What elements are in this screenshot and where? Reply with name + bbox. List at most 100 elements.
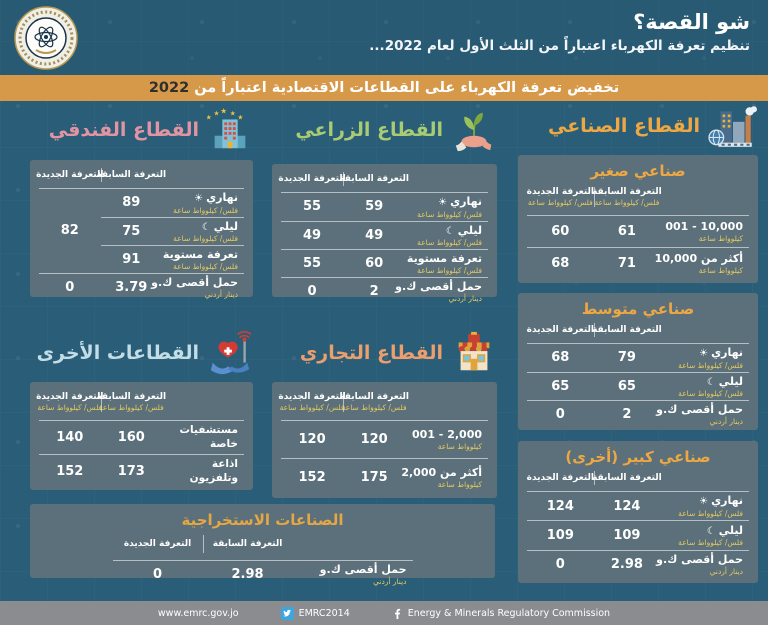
moon-icon: ☾ xyxy=(706,525,716,537)
hotel-section-title: القطاع الفندقي xyxy=(48,119,199,141)
agri-row-load-prev: 2 xyxy=(343,276,406,305)
others-media-new: 152 xyxy=(39,454,101,488)
ind-large-day-prev: 124 xyxy=(593,491,661,520)
commercial-tier2-prev: 175 xyxy=(343,458,406,496)
twitter-icon xyxy=(280,606,294,620)
ind-large-header-prev: التعرفة السابقة xyxy=(592,465,662,491)
hotel-row-load-new: 0 xyxy=(39,272,101,301)
hotel-row-flat-prev: 91 xyxy=(100,245,162,273)
hotel-row-day-label: نهاري☀ فلس/ كيلوواط ساعة xyxy=(162,188,244,217)
ind-med-header-new: التعرفة الجديدة xyxy=(526,325,594,335)
agri-row-load-label: حمل أقصى ك.و دينار أردني xyxy=(395,276,488,305)
ind-small-header-new: التعرفة الجديدة فلس/ كيلوواط ساعة xyxy=(526,187,594,207)
agriculture-icon xyxy=(451,107,497,153)
ind-med-load-prev: 2 xyxy=(593,400,661,428)
agri-row-night-label: ليلي☾ فلس/ كيلوواط ساعة xyxy=(405,220,488,250)
footer: www.emrc.gov.jo EMRC2014 Energy & Minera… xyxy=(0,601,768,625)
header-band: شو القصة؟ تنظيم تعرفة الكهرباء اعتباراً … xyxy=(0,0,768,75)
agri-row-night-new: 49 xyxy=(281,220,344,250)
banner: تخفيض تعرفة الكهرباء على القطاعات الاقتص… xyxy=(0,75,768,101)
hotel-new-span-value: 82 xyxy=(39,188,101,273)
agriculture-section-header: القطاع الزراعي xyxy=(272,104,497,156)
store-icon xyxy=(451,330,497,376)
sun-icon: ☀ xyxy=(194,193,204,204)
industry-icon xyxy=(708,101,758,151)
svg-text:★: ★ xyxy=(207,113,212,121)
ind-small-tier2-label: أكثر من 10,000 كيلوواط ساعة xyxy=(655,247,749,279)
other-sectors-icon xyxy=(207,330,253,376)
ind-med-header-category xyxy=(660,317,749,343)
page-subtitle: تنظيم تعرفة الكهرباء اعتباراً من الثلث ا… xyxy=(369,38,750,54)
ind-large-night-prev: 109 xyxy=(593,520,661,549)
facebook-link[interactable]: Energy & Minerals Regulatory Commission xyxy=(392,608,610,619)
website-link[interactable]: www.emrc.gov.jo xyxy=(157,607,239,619)
ind-large-load-prev: 2.98 xyxy=(593,549,661,579)
hotel-table: التعرفة السابقة التعرفة الجديدة نهاري☀ ف… xyxy=(30,160,253,299)
others-table: التعرفة السابقة فلس/ كيلوواط ساعة التعرفة… xyxy=(30,382,253,490)
agriculture-table: التعرفة السابقة التعرفة الجديدة نهاري☀ ف… xyxy=(272,164,497,303)
ind-small-header-prev: التعرفة السابقة فلس/ كيلوواط ساعة xyxy=(592,179,662,215)
svg-text:★: ★ xyxy=(220,107,227,116)
banner-year: 2022 xyxy=(148,80,190,96)
ind-large-load-label: حمل أقصى ك.و دينار أردني xyxy=(656,549,749,579)
hotel-row-night-prev: 75 xyxy=(100,216,162,246)
commercial-header-new: التعرفة الجديدة فلس/ كيلوواط ساعة xyxy=(278,392,346,412)
industrial-large-title: صناعي كبير (أخرى) xyxy=(565,448,711,466)
others-section-title: القطاعات الأخرى xyxy=(36,342,199,364)
ind-large-header-new: التعرفة الجديدة xyxy=(526,473,594,483)
commercial-tier1-prev: 120 xyxy=(343,420,406,458)
ind-small-tier2-prev: 71 xyxy=(593,247,661,279)
agri-row-flat-label: تعرفة مستوية فلس/ كيلوواط ساعة xyxy=(405,249,488,277)
industrial-small-table: صناعي صغير التعرفة السابقة فلس/ كيلوواط س… xyxy=(518,155,758,283)
commercial-header-prev: التعرفة السابقة فلس/ كيلوواط ساعة xyxy=(339,384,409,420)
moon-icon: ☾ xyxy=(201,221,211,233)
ind-large-night-new: 109 xyxy=(527,520,594,549)
hotel-row-flat-label: تعرفة مستوية فلس/ كيلوواط ساعة xyxy=(162,245,244,273)
ind-med-night-label: ليلي☾ فلس/ كيلوواط ساعة xyxy=(660,371,749,401)
ind-large-header-category xyxy=(660,465,749,491)
agri-row-night-prev: 49 xyxy=(343,220,406,250)
sun-icon: ☀ xyxy=(699,348,709,359)
others-header-category xyxy=(162,384,244,420)
agri-row-day-label: نهاري☀ فلس/ كيلوواط ساعة xyxy=(405,192,488,221)
ind-med-night-prev: 65 xyxy=(593,371,661,401)
sun-icon: ☀ xyxy=(438,197,448,208)
commercial-table: التعرفة السابقة فلس/ كيلوواط ساعة التعرفة… xyxy=(272,382,497,498)
others-hospitals-prev: 160 xyxy=(100,420,162,454)
agri-header-prev: التعرفة السابقة xyxy=(339,166,409,192)
others-header-prev: التعرفة السابقة فلس/ كيلوواط ساعة xyxy=(96,384,166,420)
twitter-link[interactable]: EMRC2014 xyxy=(280,606,350,620)
svg-text:★: ★ xyxy=(213,110,219,118)
ind-large-day-new: 124 xyxy=(527,491,594,520)
extractive-table: الصناعات الاستخراجية التعرفة السابقة الت… xyxy=(30,504,495,586)
agri-row-load-new: 0 xyxy=(281,276,344,305)
ind-med-night-new: 65 xyxy=(527,371,594,401)
others-hospitals-new: 140 xyxy=(39,420,101,454)
extractive-header-new: التعرفة الجديدة xyxy=(123,539,192,549)
hotel-section-header: ★★ ★★ ★ القطاع الفندقي xyxy=(30,104,253,156)
hotel-row-night-label: ليلي☾ فلس/ كيلوواط ساعة xyxy=(162,216,244,246)
moon-icon: ☾ xyxy=(445,225,455,237)
ind-med-load-new: 0 xyxy=(527,400,594,428)
hotel-row-load-label: حمل أقصى ك.و دينار أردني xyxy=(151,272,244,301)
agriculture-section-title: القطاع الزراعي xyxy=(295,119,443,141)
ind-large-day-label: نهاري☀ فلس/ كيلوواط ساعة xyxy=(660,491,749,520)
others-section-header: القطاعات الأخرى xyxy=(30,328,253,378)
ind-small-tier1-prev: 61 xyxy=(593,215,661,247)
commercial-header-category xyxy=(405,384,488,420)
svg-text:★: ★ xyxy=(230,110,236,118)
agri-row-day-new: 55 xyxy=(281,192,344,221)
extractive-load-new: 0 xyxy=(112,560,203,588)
ind-small-header-category xyxy=(660,179,749,215)
moon-icon: ☾ xyxy=(706,376,716,388)
industrial-medium-title: صناعي متوسط xyxy=(581,300,695,318)
extractive-header-category xyxy=(293,528,413,560)
hotel-header-new: التعرفة الجديدة xyxy=(36,170,104,180)
industrial-section-header: القطاع الصناعي xyxy=(518,98,758,153)
sun-icon: ☀ xyxy=(699,496,709,508)
commercial-section-header: القطاع التجاري xyxy=(272,328,497,378)
agri-row-day-prev: 59 xyxy=(343,192,406,221)
agri-row-flat-prev: 60 xyxy=(343,249,406,277)
hotel-icon: ★★ ★★ ★ xyxy=(206,107,253,153)
